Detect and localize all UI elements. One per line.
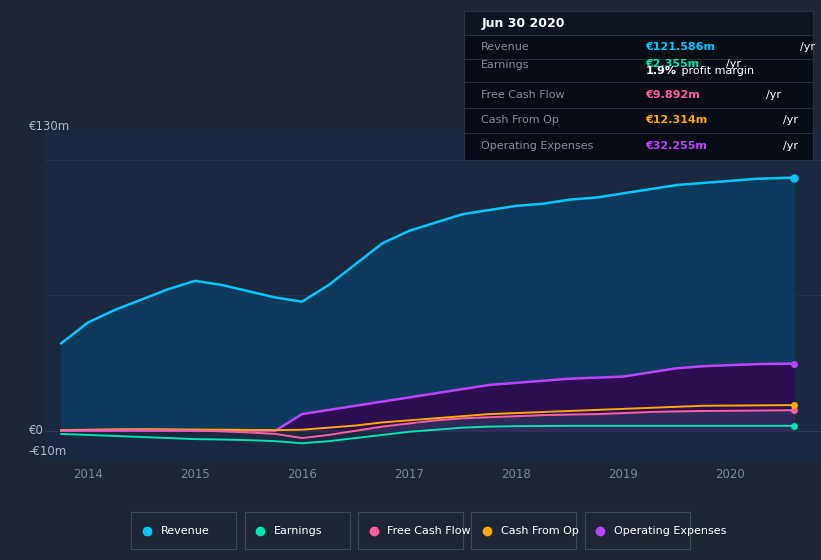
Text: Jun 30 2020: Jun 30 2020 (481, 17, 565, 30)
Text: /yr: /yr (766, 90, 781, 100)
Text: Free Cash Flow: Free Cash Flow (481, 90, 565, 100)
Text: Operating Expenses: Operating Expenses (481, 141, 594, 151)
Text: /yr: /yr (782, 141, 798, 151)
Text: Earnings: Earnings (274, 526, 323, 535)
Text: €0: €0 (29, 424, 44, 437)
Text: /yr: /yr (782, 115, 798, 125)
Text: Earnings: Earnings (481, 60, 530, 71)
Text: Revenue: Revenue (481, 42, 530, 52)
Text: Cash From Op: Cash From Op (481, 115, 559, 125)
Text: €12.314m: €12.314m (645, 115, 708, 125)
Text: /yr: /yr (726, 59, 741, 69)
Text: 1.9%: 1.9% (645, 66, 677, 76)
Text: €121.586m: €121.586m (645, 42, 715, 52)
Text: Cash From Op: Cash From Op (501, 526, 579, 535)
Text: Free Cash Flow: Free Cash Flow (388, 526, 471, 535)
Text: profit margin: profit margin (678, 66, 754, 76)
Text: €2.355m: €2.355m (645, 59, 699, 69)
Text: Operating Expenses: Operating Expenses (614, 526, 727, 535)
Text: €130m: €130m (29, 119, 70, 133)
Text: Revenue: Revenue (161, 526, 209, 535)
Bar (464, 11, 813, 35)
Text: -€10m: -€10m (29, 445, 67, 458)
Text: /yr: /yr (800, 42, 814, 52)
Text: €32.255m: €32.255m (645, 141, 707, 151)
Text: €9.892m: €9.892m (645, 90, 700, 100)
